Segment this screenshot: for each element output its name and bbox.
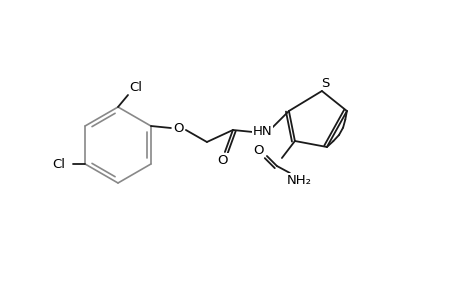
Text: O: O [217, 154, 228, 166]
Text: NH₂: NH₂ [286, 173, 311, 187]
Text: O: O [253, 143, 263, 157]
Text: Cl: Cl [52, 158, 66, 170]
Text: S: S [320, 76, 328, 89]
Text: Cl: Cl [129, 80, 142, 94]
Text: HN: HN [252, 124, 272, 137]
Text: O: O [174, 122, 184, 134]
